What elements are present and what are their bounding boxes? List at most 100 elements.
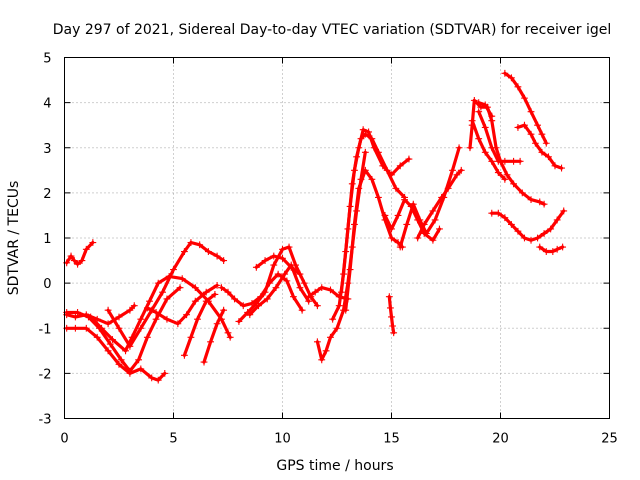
data-point [104, 347, 112, 355]
data-point [540, 200, 548, 208]
data-point [224, 329, 232, 337]
data-point [211, 291, 219, 298]
data-point [281, 270, 289, 278]
y-tick-label: -3 [39, 413, 52, 428]
data-point [300, 279, 308, 287]
data-point [261, 257, 269, 264]
data-point [501, 69, 509, 77]
data-point [152, 309, 160, 316]
data-point [342, 248, 350, 255]
data-point [538, 130, 546, 138]
data-point [200, 358, 208, 366]
data-point [388, 225, 395, 233]
data-point [457, 166, 465, 174]
data-point [74, 309, 81, 316]
data-point [545, 153, 552, 161]
data-point [106, 340, 114, 348]
series-trace [490, 209, 566, 242]
data-point [527, 108, 535, 116]
data-point [405, 155, 413, 163]
data-point [558, 164, 565, 172]
data-series-27 [501, 69, 550, 147]
data-point [207, 338, 214, 346]
data-point [115, 313, 123, 321]
data-point [252, 263, 260, 271]
data-point [514, 124, 522, 131]
series-trace [470, 119, 507, 181]
data-series-25 [475, 108, 524, 165]
data-point [194, 315, 201, 323]
data-point [318, 284, 326, 292]
data-point [109, 336, 116, 343]
data-series-8 [181, 291, 219, 359]
data-point [429, 207, 437, 215]
data-point [475, 135, 483, 143]
data-point [414, 234, 422, 242]
data-point [117, 356, 125, 364]
series-trace [468, 98, 546, 206]
data-point [82, 245, 90, 253]
data-point [559, 243, 567, 251]
data-point [379, 162, 387, 170]
data-point [137, 324, 145, 332]
data-point [296, 284, 304, 292]
data-point [346, 203, 354, 210]
data-point [389, 322, 396, 330]
data-point [540, 230, 548, 237]
data-point [174, 320, 182, 328]
data-point [375, 193, 382, 201]
data-point [361, 148, 369, 156]
data-point [518, 189, 526, 197]
data-point [279, 245, 286, 253]
data-point [534, 121, 541, 129]
data-point [104, 306, 112, 314]
data-point [455, 144, 463, 152]
data-point [122, 347, 129, 355]
data-series-18 [342, 166, 406, 314]
data-point [488, 144, 496, 152]
data-point [202, 297, 210, 305]
data-point [481, 148, 489, 156]
chart-title: Day 297 of 2021, Sidereal Day-to-day VTE… [53, 22, 612, 38]
data-series-3 [63, 324, 169, 384]
data-point [183, 311, 190, 319]
data-point [327, 333, 334, 341]
data-point [416, 216, 424, 224]
data-series-11 [235, 243, 321, 325]
data-point [538, 148, 546, 156]
data-point [488, 209, 496, 217]
data-point [385, 293, 393, 301]
data-series [63, 69, 568, 384]
data-point [154, 376, 162, 384]
data-series-22 [385, 293, 398, 337]
y-tick-label: 3 [43, 142, 51, 157]
data-point [163, 295, 171, 303]
data-point [536, 198, 544, 206]
data-point [346, 266, 354, 273]
data-point [246, 311, 254, 319]
data-point [368, 175, 376, 183]
data-point [521, 234, 528, 242]
data-point [218, 284, 225, 292]
data-point [283, 277, 291, 285]
series-trace [503, 71, 548, 145]
data-series-4 [63, 284, 184, 375]
data-series-17 [337, 126, 413, 296]
data-point [388, 313, 395, 321]
data-point [313, 338, 321, 346]
data-point [130, 302, 138, 310]
data-series-7 [143, 281, 221, 328]
data-point [481, 124, 489, 131]
data-point [126, 367, 134, 375]
x-tick-label: 20 [492, 432, 509, 447]
data-point [213, 252, 221, 260]
data-point [438, 193, 446, 201]
data-point [508, 74, 515, 82]
x-tick-label: 5 [169, 432, 177, 447]
data-point [401, 196, 408, 204]
data-point [390, 329, 398, 337]
data-point [187, 239, 195, 246]
data-point [494, 169, 502, 176]
data-point [488, 112, 496, 120]
data-point [470, 96, 478, 104]
